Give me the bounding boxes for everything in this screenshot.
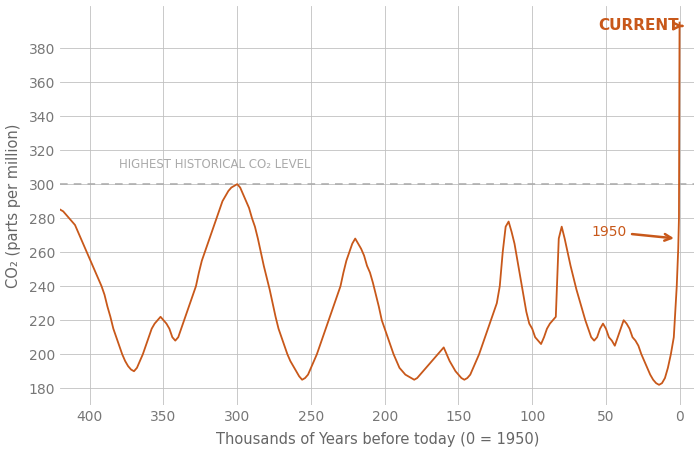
X-axis label: Thousands of Years before today (0 = 1950): Thousands of Years before today (0 = 195… <box>216 433 539 448</box>
Text: CURRENT: CURRENT <box>598 19 682 34</box>
Text: HIGHEST HISTORICAL CO₂ LEVEL: HIGHEST HISTORICAL CO₂ LEVEL <box>119 158 311 170</box>
Y-axis label: CO₂ (parts per million): CO₂ (parts per million) <box>6 123 20 288</box>
Text: 1950: 1950 <box>592 225 671 241</box>
